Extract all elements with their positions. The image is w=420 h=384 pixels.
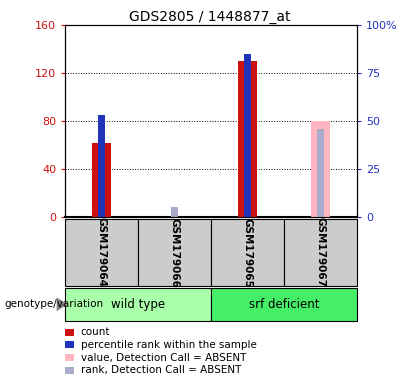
Bar bbox=[138, 219, 211, 286]
Bar bbox=[317, 129, 324, 217]
Text: GSM179065: GSM179065 bbox=[242, 218, 252, 287]
Text: genotype/variation: genotype/variation bbox=[4, 299, 103, 310]
Bar bbox=[98, 115, 105, 217]
Text: value, Detection Call = ABSENT: value, Detection Call = ABSENT bbox=[81, 353, 246, 362]
Text: GSM179066: GSM179066 bbox=[170, 218, 180, 287]
Bar bbox=[171, 207, 178, 217]
Text: GSM179067: GSM179067 bbox=[315, 217, 326, 288]
Bar bbox=[211, 288, 357, 321]
Bar bbox=[211, 219, 284, 286]
Text: rank, Detection Call = ABSENT: rank, Detection Call = ABSENT bbox=[81, 365, 241, 375]
Text: count: count bbox=[81, 327, 110, 337]
Bar bbox=[65, 288, 211, 321]
Text: wild type: wild type bbox=[111, 298, 165, 311]
Text: GDS2805 / 1448877_at: GDS2805 / 1448877_at bbox=[129, 10, 291, 23]
Text: percentile rank within the sample: percentile rank within the sample bbox=[81, 340, 257, 350]
Text: srf deficient: srf deficient bbox=[249, 298, 319, 311]
Bar bbox=[239, 61, 257, 217]
Bar bbox=[311, 121, 330, 217]
Text: GSM179064: GSM179064 bbox=[97, 217, 107, 288]
Bar bbox=[92, 142, 111, 217]
Bar bbox=[244, 54, 251, 217]
Bar bbox=[284, 219, 357, 286]
Bar bbox=[65, 219, 138, 286]
